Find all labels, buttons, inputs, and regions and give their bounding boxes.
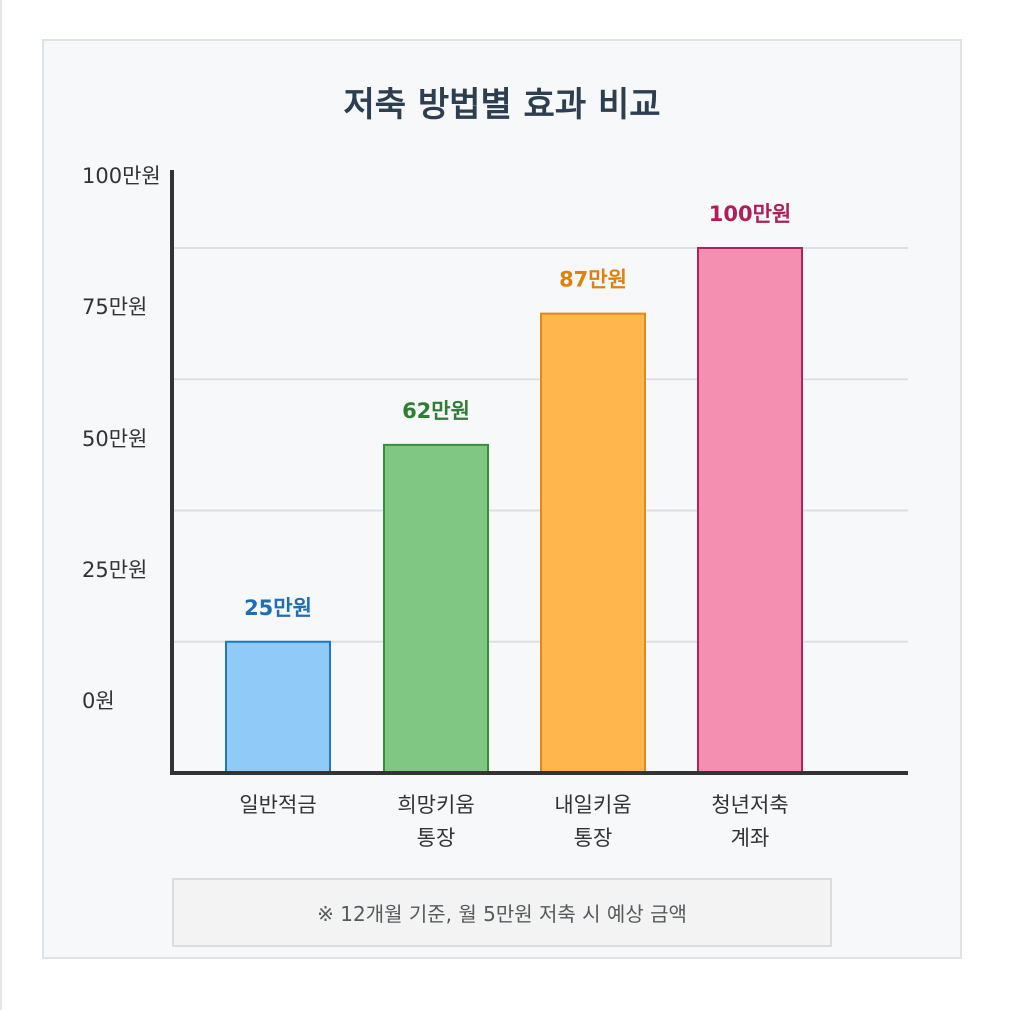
y-axis-tick-labels: 100만원 75만원 50만원 25만원 0원 [82, 164, 161, 713]
bar-2 [383, 443, 489, 774]
value-labels: 25만원 62만원 87만원 100만원 [244, 202, 791, 620]
y-tick-label-0: 0원 [82, 689, 115, 713]
category-label-line: 청년저축 [711, 793, 788, 817]
bar-4 [697, 247, 803, 774]
chart-panel [42, 39, 962, 959]
y-tick-label-100: 100만원 [82, 164, 161, 188]
value-label-4: 100만원 [709, 202, 791, 226]
category-label-line: 계좌 [731, 826, 770, 850]
category-label-line: 내일키움 [554, 793, 631, 817]
y-tick-label-25: 25만원 [82, 558, 147, 582]
category-label-line: 일반적금 [239, 793, 316, 817]
category-label-1: 일반적금 [239, 793, 316, 817]
bar-1 [225, 640, 331, 774]
category-label-line: 통장 [574, 826, 613, 850]
bars [225, 247, 803, 774]
axes [170, 170, 908, 775]
value-label-3: 87만원 [559, 268, 627, 292]
footnote-text: ※ 12개월 기준, 월 5만원 저축 시 예상 금액 [317, 902, 687, 926]
value-label-2: 62만원 [402, 399, 470, 423]
bar-3 [540, 312, 646, 774]
y-tick-label-75: 75만원 [82, 295, 147, 319]
footnote-box: ※ 12개월 기준, 월 5만원 저축 시 예상 금액 [172, 878, 832, 947]
category-label-line: 통장 [417, 826, 456, 850]
left-divider [0, 0, 2, 1010]
value-label-1: 25만원 [244, 596, 312, 620]
y-tick-label-50: 50만원 [82, 427, 147, 451]
chart-title: 저축 방법별 효과 비교 [343, 85, 660, 125]
category-label-line: 희망키움 [397, 793, 474, 817]
